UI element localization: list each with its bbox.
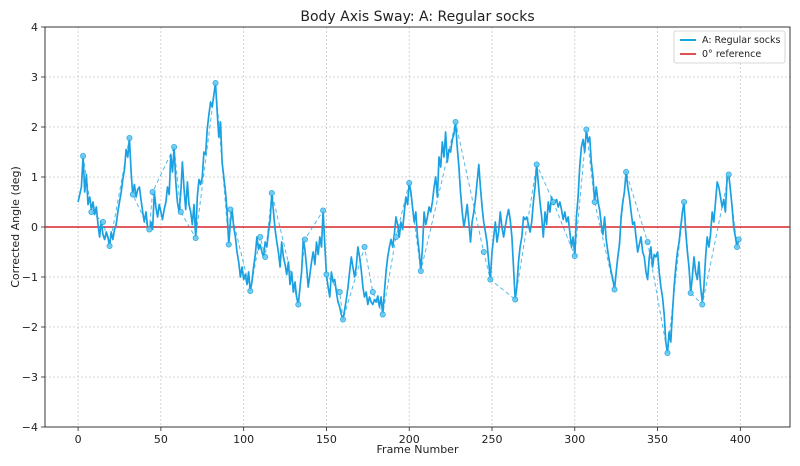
y-tick-label: 4 [31,21,38,34]
series-marker-point [171,143,178,150]
series-marker-point [126,134,133,141]
series-marker-point [88,208,95,215]
series-marker-point [295,301,302,308]
y-tick-label: −4 [22,421,38,434]
series-marker-point [301,236,308,243]
series-marker-point [571,252,578,259]
y-tick-label: −1 [22,271,38,284]
series-marker-point [687,289,694,296]
series-marker-point [177,208,184,215]
series-marker-point [192,234,199,241]
series-marker-point [146,226,153,233]
x-tick-label: 200 [399,433,420,446]
series-marker-point [336,288,343,295]
series-marker-point [591,198,598,205]
x-tick-label: 350 [647,433,668,446]
x-tick-label: 50 [154,433,168,446]
series-marker-point [392,233,399,240]
series-marker-point [487,276,494,283]
series-marker-point [681,198,688,205]
series-marker-point [247,287,254,294]
ticks: 0 50 100 150 200 250 300 350 400 −4 −3 −2 −1 0 1 2 3 4 [22,21,751,446]
legend-label-series: A: Regular socks [702,35,780,46]
series-marker-point [129,191,136,198]
series-marker-point [550,198,557,205]
y-tick-label: 0 [31,221,38,234]
x-tick-label: 150 [316,433,337,446]
legend: A: Regular socks 0° reference [673,30,786,64]
x-tick-label: 250 [482,433,503,446]
series-marker-point [80,152,87,159]
series-marker-point [361,243,368,250]
x-axis-label: Frame Number [377,443,459,456]
series-marker-point [533,161,540,168]
series-marker-point [262,253,269,260]
series-marker-point [417,267,424,274]
series-marker-point [106,242,113,249]
series-marker-point [225,241,232,248]
y-tick-label: 2 [31,121,38,134]
series-dashed-trend-line [82,82,740,354]
y-tick-label: 1 [31,171,38,184]
series-marker-point [611,286,618,293]
series-group [77,80,742,356]
series-marker-point [583,126,590,133]
series-marker-point [480,248,487,255]
series-marker-point [227,206,234,213]
legend-box [673,30,786,64]
series-marker-point [99,218,106,225]
series-marker-point [734,243,741,250]
series-marker-point [320,207,327,214]
series-marker-point [644,238,651,245]
series-marker-point [268,189,275,196]
series-marker-point [369,288,376,295]
series-marker-point [735,236,742,243]
series-marker-point [257,233,264,240]
series-marker-point [699,301,706,308]
series-marker-point [452,119,459,126]
x-tick-label: 0 [75,433,82,446]
series-marker-point [406,179,413,186]
series-marker-point [212,80,219,87]
series-marker-point [339,316,346,323]
x-tick-label: 300 [564,433,585,446]
chart-title: Body Axis Sway: A: Regular socks [300,9,534,25]
x-tick-label: 100 [233,433,254,446]
series-marker-point [379,311,386,318]
series-marker-point [512,296,519,303]
series-marker-point [623,168,630,175]
series-marker-point [664,349,671,356]
series-marker-point [725,171,732,178]
y-tick-label: 3 [31,71,38,84]
y-axis-label: Corrected Angle (deg) [9,166,22,288]
y-tick-label: −3 [22,371,38,384]
series-marker-point [323,271,330,278]
x-tick-label: 400 [730,433,751,446]
series-marker-point [149,188,156,195]
series-line [77,82,740,354]
y-tick-label: −2 [22,321,38,334]
legend-label-reference: 0° reference [702,49,761,60]
